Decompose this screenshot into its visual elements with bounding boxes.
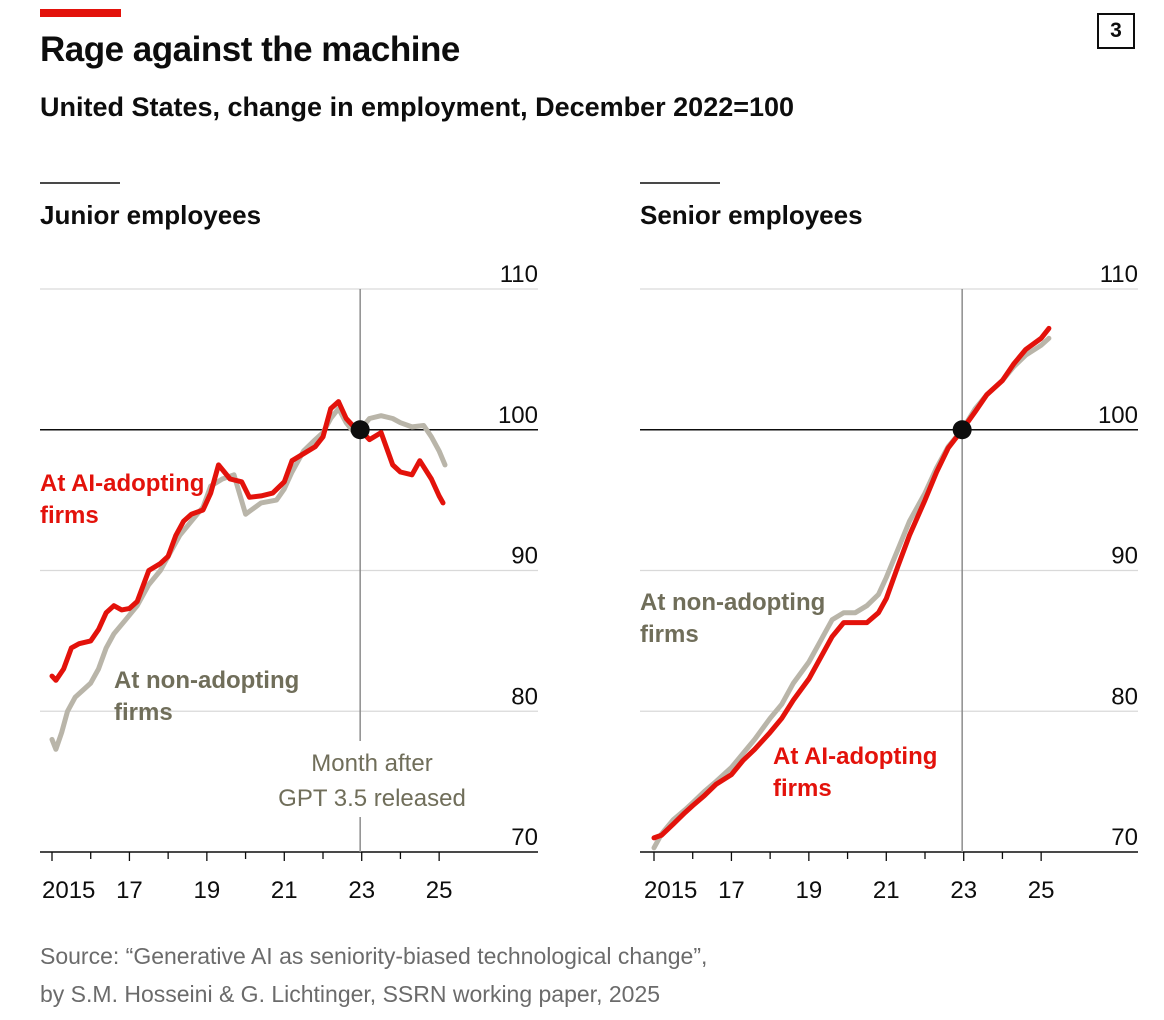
series-line-non-adopting bbox=[49, 406, 448, 752]
brand-accent-bar bbox=[40, 9, 121, 17]
x-tick-label: 23 bbox=[348, 877, 375, 904]
reference-annotation: GPT 3.5 released bbox=[278, 785, 466, 812]
series-label-non-adopting: At non-adopting bbox=[114, 667, 299, 694]
chart-title: Rage against the machine bbox=[40, 30, 460, 69]
panel-title: Junior employees bbox=[40, 200, 261, 230]
x-tick-label: 25 bbox=[1028, 877, 1055, 904]
y-tick-label: 70 bbox=[1111, 824, 1138, 851]
series-label-adopting: firms bbox=[773, 775, 832, 802]
series-line-adopting bbox=[49, 399, 446, 683]
source-note: Source: “Generative AI as seniority-bias… bbox=[40, 937, 707, 1013]
x-tick-label: 17 bbox=[116, 877, 143, 904]
x-tick-label: 21 bbox=[873, 877, 900, 904]
x-tick-label: 2015 bbox=[42, 877, 95, 904]
y-tick-label: 90 bbox=[1111, 543, 1138, 570]
x-tick-label: 19 bbox=[796, 877, 823, 904]
y-tick-label: 90 bbox=[511, 543, 538, 570]
y-tick-label: 100 bbox=[498, 402, 538, 429]
y-tick-label: 80 bbox=[1111, 683, 1138, 710]
x-tick-label: 17 bbox=[718, 877, 745, 904]
y-tick-label: 100 bbox=[1098, 402, 1138, 429]
y-tick-label: 110 bbox=[1100, 261, 1138, 288]
x-tick-label: 2015 bbox=[644, 877, 697, 904]
x-tick-label: 23 bbox=[950, 877, 977, 904]
y-tick-label: 70 bbox=[511, 824, 538, 851]
series-label-adopting: firms bbox=[40, 502, 99, 529]
series-label-adopting: At AI-adopting bbox=[773, 743, 937, 770]
x-tick-label: 19 bbox=[194, 877, 221, 904]
chart-subtitle: United States, change in employment, Dec… bbox=[40, 92, 795, 122]
chart-number-badge: 3 bbox=[1097, 13, 1135, 49]
source-line-1: Source: “Generative AI as seniority-bias… bbox=[40, 943, 708, 969]
y-tick-label: 80 bbox=[511, 683, 538, 710]
panel-title: Senior employees bbox=[640, 200, 863, 230]
reference-annotation: Month after bbox=[311, 750, 432, 777]
series-label-adopting: At AI-adopting bbox=[40, 470, 204, 497]
series-label-non-adopting: firms bbox=[640, 621, 699, 648]
series-label-non-adopting: firms bbox=[114, 699, 173, 726]
y-tick-label: 110 bbox=[500, 261, 538, 288]
x-tick-label: 25 bbox=[426, 877, 453, 904]
x-tick-label: 21 bbox=[271, 877, 298, 904]
reference-point bbox=[952, 420, 972, 440]
source-line-2: by S.M. Hosseini & G. Lichtinger, SSRN w… bbox=[40, 981, 661, 1007]
reference-point bbox=[350, 420, 370, 440]
series-label-non-adopting: At non-adopting bbox=[640, 589, 825, 616]
series-line-adopting bbox=[651, 325, 1052, 841]
